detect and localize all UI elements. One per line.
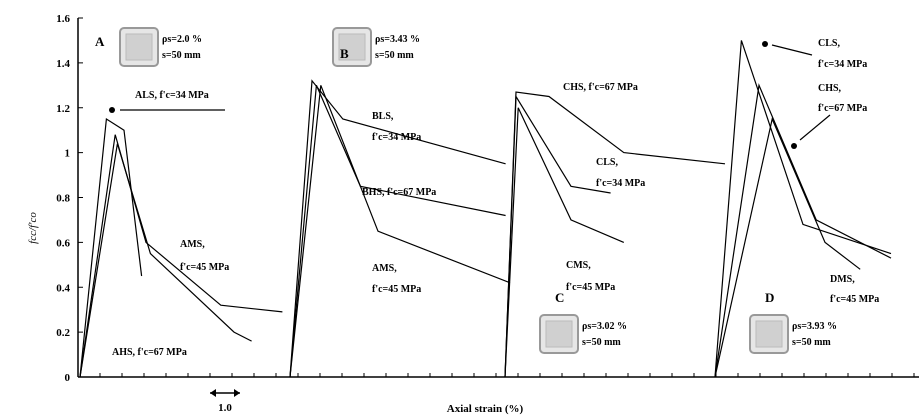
curve-a-1: [79, 117, 143, 378]
specimen-core: [125, 33, 153, 61]
annotation: f'c=34 MPa: [372, 132, 421, 143]
annotation: ALS, f'c=34 MPa: [135, 90, 209, 101]
panel-label: C: [555, 290, 564, 305]
specimen-core: [545, 320, 573, 348]
annotation: f'c=45 MPa: [372, 284, 421, 295]
curve-d-3: [714, 117, 861, 378]
curve-c-2: [504, 94, 611, 378]
curve-b-1: [289, 79, 506, 378]
curve-a-2: [79, 134, 283, 378]
leader-arrowhead: [109, 107, 115, 113]
x-axis: 1.0: [77, 373, 919, 414]
curve-c-3: [504, 107, 625, 378]
curve-d-2: [714, 83, 892, 378]
annotation: DMS,: [830, 274, 855, 285]
y-tick-label: 1.6: [56, 13, 70, 25]
specimen-spacing: s=50 mm: [162, 50, 201, 61]
specimen-ratio: ρs=3.43 %: [375, 34, 420, 45]
y-tick-label: 0.4: [56, 282, 70, 294]
specimen-spacing: s=50 mm: [792, 337, 831, 348]
specimen-ratio: ρs=3.02 %: [582, 321, 627, 332]
curve-b-3: [289, 85, 511, 378]
annotation: AHS, f'c=67 MPa: [112, 347, 187, 358]
annotation: f'c=45 MPa: [566, 282, 615, 293]
annotation: AMS,: [372, 263, 397, 274]
specimen-core: [338, 33, 366, 61]
annotation: f'c=45 MPa: [830, 294, 879, 305]
scale-bar-label: 1.0: [218, 402, 232, 414]
curves: [79, 40, 892, 378]
leader-arrowhead: [791, 143, 797, 149]
annotation: f'c=34 MPa: [596, 178, 645, 189]
annotation: CMS,: [566, 260, 591, 271]
curve-a-3: [79, 143, 252, 378]
y-tick-label: 0: [65, 372, 71, 384]
panel-label: A: [95, 34, 105, 49]
annotation: CHS, f'c=67 MPa: [563, 82, 638, 93]
y-axis-label: fcc/f'co: [27, 212, 39, 244]
specimen-ratio: ρs=3.93 %: [792, 321, 837, 332]
curve-c-1: [504, 91, 726, 378]
leader-line: [771, 44, 813, 56]
curve-d-1: [714, 40, 892, 378]
annotation: CLS,: [596, 157, 618, 168]
annotation: f'c=67 MPa: [818, 103, 867, 114]
annotation: CHS,: [818, 83, 842, 94]
y-tick-label: 1: [65, 148, 71, 160]
specimen-ratio: ρs=2.0 %: [162, 34, 202, 45]
scale-bar-arrows: [210, 389, 240, 397]
panel-label: D: [765, 290, 774, 305]
annotation: AMS,: [180, 239, 205, 250]
x-axis-label: Axial strain (%): [447, 403, 524, 415]
specimen-core: [755, 320, 783, 348]
leader-arrowhead: [762, 41, 768, 47]
annotation: f'c=34 MPa: [818, 59, 867, 70]
y-tick-label: 1.4: [56, 58, 70, 70]
specimen-spacing: s=50 mm: [375, 50, 414, 61]
specimen-spacing: s=50 mm: [582, 337, 621, 348]
annotation: BLS,: [372, 111, 394, 122]
y-tick-label: 0.8: [56, 193, 70, 205]
annotations: A B C D ALS, f'c=34 MPa AMS, f'c=45 MPa AHS, f'…: [95, 34, 879, 358]
annotation: BHS, f'c=67 MPa: [362, 187, 436, 198]
y-tick-label: 0.6: [56, 237, 70, 249]
y-axis: 0 0.2 0.4 0.6 0.8 1 1.2 1.4 1.6: [56, 13, 83, 384]
annotation: f'c=45 MPa: [180, 262, 229, 273]
curve-b-2: [289, 85, 506, 378]
leader-line: [799, 114, 831, 141]
panel-label: B: [340, 46, 349, 61]
annotation: CLS,: [818, 38, 840, 49]
y-tick-label: 1.2: [56, 103, 70, 115]
specimen-icons: ρs=2.0 % s=50 mm ρs=3.43 % s=50 mm ρs=3.02 %…: [119, 27, 837, 354]
y-tick-label: 0.2: [56, 327, 70, 339]
